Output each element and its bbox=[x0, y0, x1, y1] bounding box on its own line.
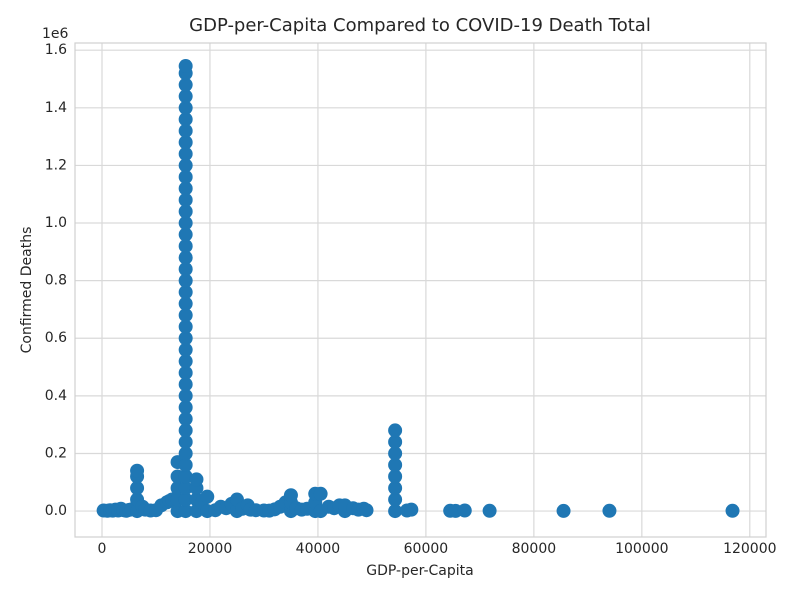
y-tick-label: 1.0 bbox=[45, 215, 67, 231]
point bbox=[178, 354, 193, 369]
point bbox=[178, 446, 193, 461]
point bbox=[178, 423, 193, 438]
x-tick-label: 40000 bbox=[296, 541, 341, 557]
point bbox=[178, 400, 193, 415]
point bbox=[178, 296, 193, 311]
point bbox=[178, 492, 193, 507]
point bbox=[178, 239, 193, 254]
point bbox=[178, 331, 193, 346]
chart-title: GDP-per-Capita Compared to COVID-19 Deat… bbox=[189, 15, 651, 36]
point bbox=[602, 503, 617, 518]
point bbox=[725, 503, 740, 518]
point bbox=[189, 472, 204, 487]
point bbox=[388, 446, 403, 461]
point bbox=[404, 502, 419, 517]
point bbox=[388, 469, 403, 484]
y-tick-label: 0.0 bbox=[45, 503, 67, 519]
point bbox=[178, 319, 193, 334]
point bbox=[313, 486, 328, 501]
point bbox=[178, 504, 193, 519]
point bbox=[388, 481, 403, 496]
point bbox=[130, 481, 145, 496]
x-tick-label: 60000 bbox=[404, 541, 449, 557]
point bbox=[359, 503, 374, 518]
point bbox=[178, 181, 193, 196]
y-axis-label: Confirmed Deaths bbox=[19, 227, 35, 354]
point bbox=[388, 457, 403, 472]
point bbox=[388, 492, 403, 507]
point bbox=[178, 112, 193, 127]
point bbox=[178, 250, 193, 265]
point bbox=[178, 388, 193, 403]
point bbox=[178, 100, 193, 115]
point bbox=[388, 423, 403, 438]
x-tick-label: 100000 bbox=[615, 541, 668, 557]
point bbox=[178, 227, 193, 242]
y-tick-label: 0.8 bbox=[45, 273, 67, 289]
point bbox=[178, 89, 193, 104]
point bbox=[200, 489, 215, 504]
x-tick-label: 80000 bbox=[512, 541, 557, 557]
point bbox=[178, 216, 193, 231]
point bbox=[482, 503, 497, 518]
y-tick-label: 1.4 bbox=[45, 100, 67, 116]
point bbox=[178, 273, 193, 288]
y-tick-label: 1.6 bbox=[45, 42, 67, 58]
point bbox=[178, 377, 193, 392]
x-tick-label: 20000 bbox=[188, 541, 233, 557]
y-tick-label: 0.6 bbox=[45, 330, 67, 346]
point bbox=[388, 434, 403, 449]
x-axis-label: GDP-per-Capita bbox=[366, 563, 473, 579]
point bbox=[178, 192, 193, 207]
point bbox=[178, 262, 193, 277]
point bbox=[283, 488, 298, 503]
point bbox=[178, 469, 193, 484]
point bbox=[178, 481, 193, 496]
point bbox=[178, 411, 193, 426]
point bbox=[556, 503, 571, 518]
point bbox=[178, 457, 193, 472]
y-tick-label: 0.4 bbox=[45, 388, 67, 404]
point bbox=[178, 169, 193, 184]
point bbox=[178, 158, 193, 173]
point bbox=[178, 365, 193, 380]
point bbox=[178, 59, 193, 74]
point bbox=[178, 146, 193, 161]
point bbox=[178, 308, 193, 323]
y-offset-label: 1e6 bbox=[42, 26, 69, 42]
point bbox=[178, 342, 193, 357]
x-tick-label: 120000 bbox=[723, 541, 776, 557]
point bbox=[178, 434, 193, 449]
y-tick-label: 1.2 bbox=[45, 157, 67, 173]
point bbox=[178, 285, 193, 300]
point bbox=[388, 504, 403, 519]
point bbox=[178, 204, 193, 219]
x-tick-label: 0 bbox=[98, 541, 107, 557]
point bbox=[178, 135, 193, 150]
point bbox=[130, 463, 145, 478]
y-tick-label: 0.2 bbox=[45, 445, 67, 461]
plot-frame bbox=[74, 42, 767, 538]
point bbox=[178, 77, 193, 92]
point bbox=[457, 503, 472, 518]
point bbox=[178, 123, 193, 138]
